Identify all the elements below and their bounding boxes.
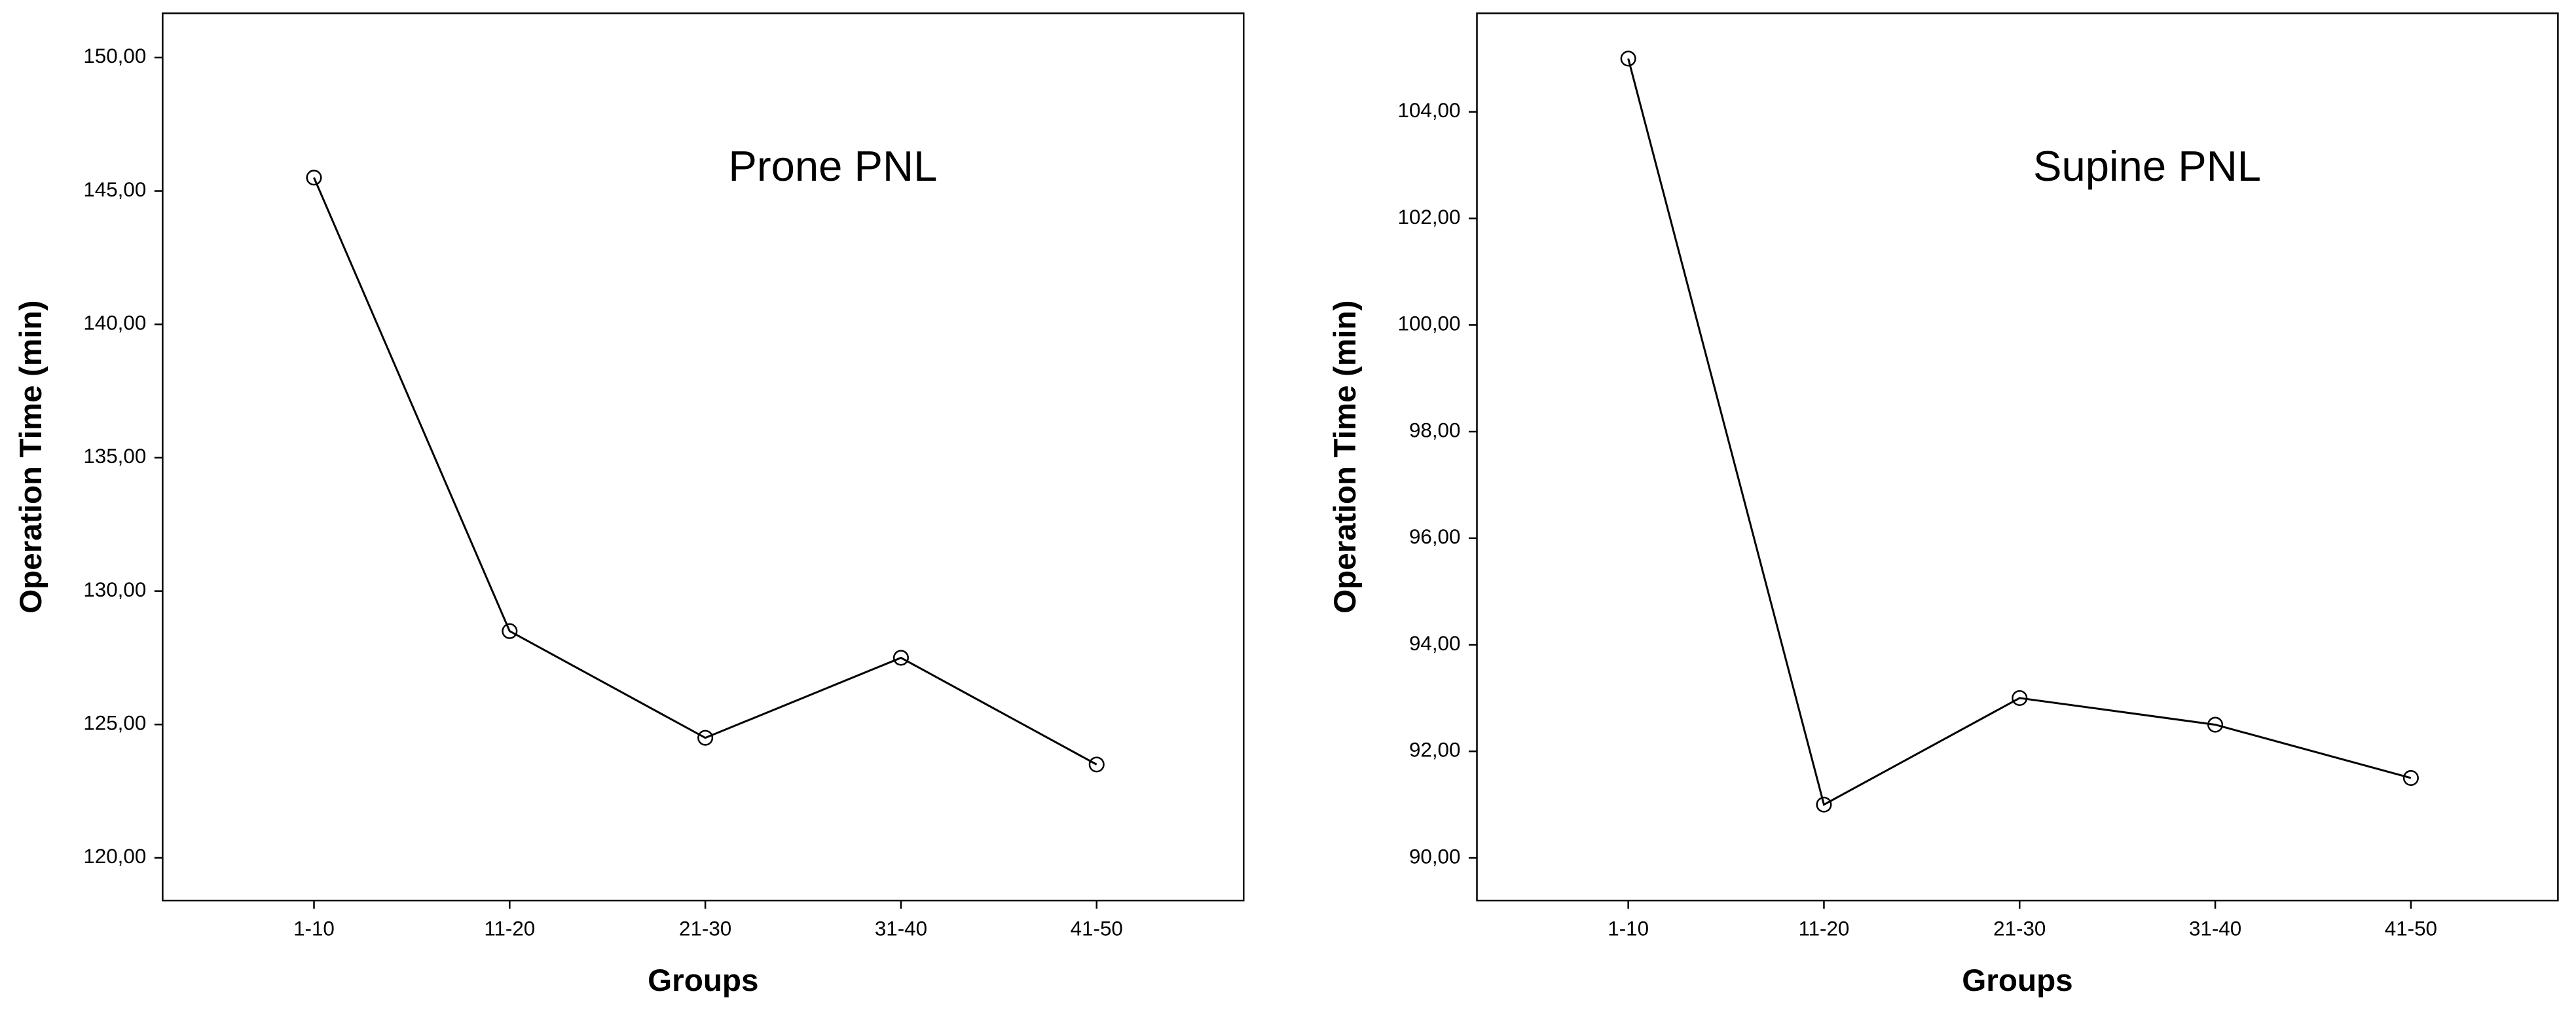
y-tick-label: 100,00 bbox=[1398, 312, 1461, 335]
data-point bbox=[697, 730, 714, 746]
y-axis-title: Operation Time (min) bbox=[14, 301, 48, 614]
x-tick-label: 41-50 bbox=[2385, 917, 2437, 940]
plot-frame bbox=[1476, 12, 2559, 902]
y-tick-label: 140,00 bbox=[83, 312, 146, 335]
x-tick-label: 11-20 bbox=[484, 917, 535, 940]
x-tick-label: 21-30 bbox=[1993, 917, 2046, 940]
chart-title: Supine PNL bbox=[2033, 142, 2261, 190]
x-tick-label: 1-10 bbox=[293, 917, 335, 940]
y-tick-label: 135,00 bbox=[83, 445, 146, 468]
y-tick-label: 150,00 bbox=[83, 45, 146, 67]
y-tick-label: 98,00 bbox=[1409, 418, 1460, 441]
x-axis-title: Groups bbox=[648, 963, 758, 998]
y-tick-label: 102,00 bbox=[1398, 206, 1461, 229]
y-tick-label: 90,00 bbox=[1409, 845, 1460, 868]
x-tick-label: 11-20 bbox=[1799, 917, 1850, 940]
x-tick-label: 31-40 bbox=[2189, 917, 2241, 940]
data-point bbox=[1620, 50, 1636, 67]
y-tick-label: 94,00 bbox=[1409, 632, 1460, 655]
data-point bbox=[2402, 769, 2419, 787]
y-tick-label: 92,00 bbox=[1409, 739, 1460, 762]
x-tick-label: 1-10 bbox=[1608, 917, 1649, 940]
plot-frame bbox=[162, 12, 1245, 902]
y-tick-label: 145,00 bbox=[83, 178, 146, 201]
data-point bbox=[2012, 690, 2028, 706]
y-tick-label: 104,00 bbox=[1398, 99, 1461, 122]
data-point bbox=[2207, 716, 2224, 733]
x-tick-label: 31-40 bbox=[875, 917, 927, 940]
data-line bbox=[313, 177, 1097, 766]
data-point bbox=[306, 170, 322, 186]
y-tick-label: 120,00 bbox=[83, 845, 146, 868]
chart-panel: 90,00 92,00 94,00 96,00 98,00 100,00 102,00 104… bbox=[1328, 12, 2559, 998]
data-point bbox=[502, 623, 518, 639]
y-tick-label: 125,00 bbox=[83, 712, 146, 735]
y-tick-label: 130,00 bbox=[83, 578, 146, 601]
chart-panel: 120,00 125,00 130,00 135,00 140,00 145,00 150,… bbox=[14, 12, 1245, 998]
data-line bbox=[1627, 58, 2412, 806]
y-axis-title: Operation Time (min) bbox=[1328, 301, 1363, 614]
x-tick-label: 21-30 bbox=[679, 917, 731, 940]
chart-title: Prone PNL bbox=[728, 142, 937, 190]
data-point bbox=[1816, 796, 1832, 813]
x-axis-title: Groups bbox=[1962, 963, 2072, 998]
data-point bbox=[892, 650, 909, 666]
data-point bbox=[1088, 756, 1105, 773]
y-tick-label: 96,00 bbox=[1409, 525, 1460, 548]
x-tick-label: 41-50 bbox=[1071, 917, 1123, 940]
